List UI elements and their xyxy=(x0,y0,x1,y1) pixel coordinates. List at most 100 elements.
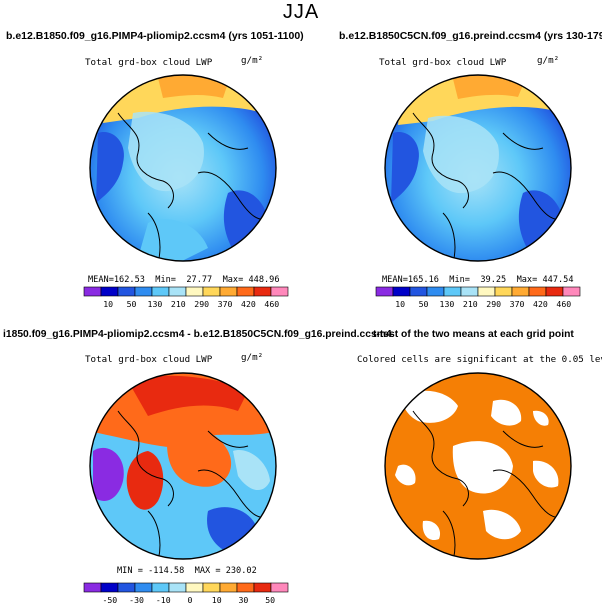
field-arctic-minimum xyxy=(128,111,204,192)
colorbar-swatch xyxy=(443,286,462,297)
colorbar-swatch xyxy=(83,582,102,593)
field-mid-south xyxy=(138,219,208,261)
panel-2-variable-label: Total grd-box cloud LWP xyxy=(379,57,507,68)
colorbar-swatch xyxy=(219,582,238,593)
colorbar-swatch xyxy=(219,286,238,297)
colorbar-swatch xyxy=(185,582,204,593)
colorbar-tick-label: 370 xyxy=(218,299,233,309)
colorbar-swatch xyxy=(236,582,255,593)
field-low-west xyxy=(96,132,124,203)
panel-3-colorbar: -50 -30 -10 0 10 30 50 xyxy=(83,582,289,605)
colorbar-swatch xyxy=(460,286,479,297)
colorbar-swatch xyxy=(168,286,187,297)
coastline xyxy=(412,410,564,559)
panel-4-subtitle: Colored cells are significant at the 0.0… xyxy=(357,354,602,365)
colorbar-swatch xyxy=(477,286,496,297)
figure-title: JJA xyxy=(282,1,320,23)
colorbar-tick-label: 460 xyxy=(264,299,279,309)
panel-3-units-label: g/m² xyxy=(241,352,264,363)
colorbar-swatch xyxy=(202,286,221,297)
colorbar-swatch xyxy=(270,582,289,593)
panel-1-colorbar: 10 50 130 210 290 370 420 460 xyxy=(83,286,289,309)
coastline xyxy=(412,112,564,261)
colorbar-tick-label: 290 xyxy=(486,299,501,309)
colorbar-tick-label: 420 xyxy=(533,299,548,309)
colorbar-swatch xyxy=(151,286,170,297)
field-peak-band xyxy=(158,75,228,98)
panel-3-stats: MIN = -114.58 MAX = 230.02 xyxy=(117,566,257,576)
panel-3-variable-label: Total grd-box cloud LWP xyxy=(85,354,213,365)
colorbar-swatch xyxy=(117,582,136,593)
colorbar-swatch xyxy=(202,582,221,593)
colorbar-swatch xyxy=(253,582,272,593)
colorbar-tick-label: 50 xyxy=(419,299,429,309)
colorbar-tick-label: 10 xyxy=(395,299,405,309)
panel-1-title: b.e12.B1850.f09_g16.PIMP4-pliomip2.ccsm4… xyxy=(6,30,304,42)
panel-2-title: b.e12.B1850C5CN.f09_g16.preind.ccsm4 (yr… xyxy=(339,30,602,42)
field-low-west xyxy=(391,132,419,203)
panel-1-map xyxy=(89,74,277,262)
colorbar-tick-label: 370 xyxy=(510,299,525,309)
colorbar-swatch xyxy=(528,286,547,297)
colorbar-swatch xyxy=(375,286,394,297)
panel-1-variable-label: Total grd-box cloud LWP xyxy=(85,57,213,68)
panel-2-map xyxy=(384,74,572,262)
colorbar-swatch xyxy=(494,286,513,297)
field-near-zero-east xyxy=(233,450,270,491)
colorbar-swatch xyxy=(117,286,136,297)
colorbar-tick-label: 30 xyxy=(238,595,248,605)
colorbar-swatch xyxy=(236,286,255,297)
colorbar-swatch xyxy=(185,286,204,297)
field-positive-peak xyxy=(128,375,248,416)
colorbar-swatch xyxy=(426,286,445,297)
panel-2-units-label: g/m² xyxy=(537,55,560,66)
colorbar-swatch xyxy=(134,286,153,297)
colorbar-tick-label: 210 xyxy=(171,299,186,309)
colorbar-swatch xyxy=(151,582,170,593)
colorbar-tick-label: 10 xyxy=(212,595,222,605)
panel-1-stats: MEAN=162.53 Min= 27.77 Max= 448.96 xyxy=(88,275,280,285)
map-boundary xyxy=(384,372,572,560)
colorbar-swatch xyxy=(392,286,411,297)
coastline xyxy=(117,410,269,559)
colorbar-swatch xyxy=(253,286,272,297)
colorbar-swatch xyxy=(100,286,119,297)
colorbar-tick-label: 420 xyxy=(241,299,256,309)
panel-3-title: i1850.f09_g16.PIMP4-pliomip2.ccsm4 - b.e… xyxy=(3,329,392,340)
field-negative-west xyxy=(93,447,124,501)
field-peak-band xyxy=(453,75,523,99)
map-boundary xyxy=(89,74,277,262)
coastline xyxy=(117,112,269,261)
colorbar-tick-label: 50 xyxy=(127,299,137,309)
colorbar-tick-label: -30 xyxy=(129,595,144,605)
colorbar-swatch xyxy=(409,286,428,297)
field-arctic-minimum xyxy=(423,115,499,194)
colorbar-swatch xyxy=(134,582,153,593)
colorbar-tick-label: 130 xyxy=(440,299,455,309)
panel-4-map xyxy=(384,372,572,560)
map-boundary xyxy=(89,372,277,560)
colorbar-tick-label: 210 xyxy=(463,299,478,309)
colorbar-swatch xyxy=(511,286,530,297)
colorbar-swatch xyxy=(270,286,289,297)
colorbar-tick-label: 50 xyxy=(265,595,275,605)
colorbar-tick-label: 10 xyxy=(103,299,113,309)
colorbar-swatch xyxy=(545,286,564,297)
colorbar-tick-label: 130 xyxy=(148,299,163,309)
panel-4-title: t-test of the two means at each grid poi… xyxy=(373,329,574,340)
colorbar-swatch xyxy=(168,582,187,593)
panel-2-stats: MEAN=165.16 Min= 39.25 Max= 447.54 xyxy=(382,275,574,285)
panel-1-units-label: g/m² xyxy=(241,55,264,66)
colorbar-swatch xyxy=(562,286,581,297)
colorbar-tick-label: 460 xyxy=(556,299,571,309)
colorbar-tick-label: 0 xyxy=(188,595,193,605)
colorbar-swatch xyxy=(100,582,119,593)
colorbar-tick-label: 290 xyxy=(194,299,209,309)
panel-2-colorbar: 10 50 130 210 290 370 420 460 xyxy=(375,286,581,309)
colorbar-tick-label: -50 xyxy=(102,595,117,605)
field-positive-central xyxy=(167,427,232,487)
colorbar-swatch xyxy=(83,286,102,297)
colorbar-tick-label: -10 xyxy=(156,595,171,605)
map-boundary xyxy=(384,74,572,262)
field-positive-west xyxy=(126,451,164,510)
